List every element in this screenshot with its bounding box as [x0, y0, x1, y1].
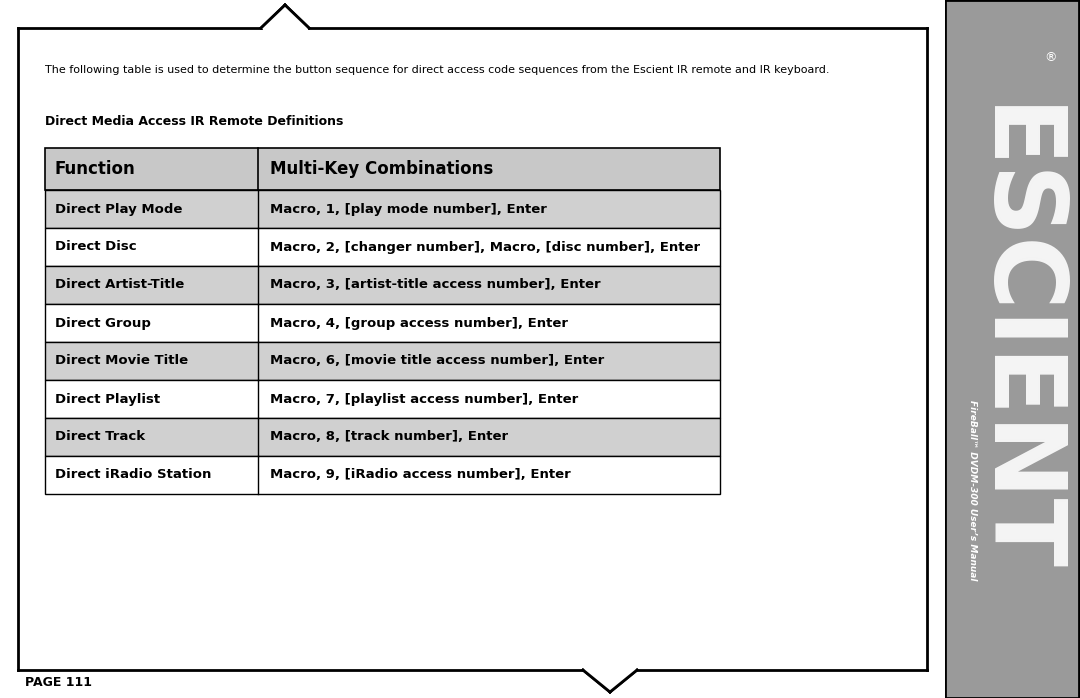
Bar [45, 418, 720, 456]
Text: PAGE 111: PAGE 111 [25, 676, 92, 690]
Polygon shape [261, 5, 309, 28]
Text: The following table is used to determine the button sequence for direct access c: The following table is used to determine… [45, 65, 829, 75]
Text: Macro, 3, [artist-title access number], Enter: Macro, 3, [artist-title access number], … [270, 279, 600, 292]
Text: Macro, 8, [track number], Enter: Macro, 8, [track number], Enter [270, 431, 508, 443]
Text: Macro, 4, [group access number], Enter: Macro, 4, [group access number], Enter [270, 316, 568, 329]
Text: Direct Media Access IR Remote Definitions: Direct Media Access IR Remote Definition… [45, 115, 343, 128]
Bar [45, 456, 720, 494]
Bar [45, 190, 720, 228]
Text: Direct Disc: Direct Disc [55, 241, 137, 253]
Text: Direct Group: Direct Group [55, 316, 151, 329]
Text: Macro, 2, [changer number], Macro, [disc number], Enter: Macro, 2, [changer number], Macro, [disc… [270, 241, 700, 253]
Bar [45, 148, 720, 190]
Text: Macro, 1, [play mode number], Enter: Macro, 1, [play mode number], Enter [270, 202, 546, 216]
Text: Direct Movie Title: Direct Movie Title [55, 355, 188, 368]
Text: Direct Track: Direct Track [55, 431, 145, 443]
Bar [45, 304, 720, 342]
Text: Multi-Key Combinations: Multi-Key Combinations [270, 160, 494, 178]
Text: Macro, 9, [iRadio access number], Enter: Macro, 9, [iRadio access number], Enter [270, 468, 570, 482]
Text: Function: Function [55, 160, 136, 178]
Text: Direct Play Mode: Direct Play Mode [55, 202, 183, 216]
Bar [45, 266, 720, 304]
Bar [45, 342, 720, 380]
Text: ESCIENT: ESCIENT [963, 105, 1061, 575]
Text: Direct Playlist: Direct Playlist [55, 392, 160, 406]
Text: Macro, 6, [movie title access number], Enter: Macro, 6, [movie title access number], E… [270, 355, 604, 368]
Text: Direct Artist-Title: Direct Artist-Title [55, 279, 185, 292]
Bar [45, 228, 720, 266]
Text: FireBall™ DVDM-300 User’s Manual: FireBall™ DVDM-300 User’s Manual [969, 400, 977, 580]
Bar [45, 380, 720, 418]
Text: Macro, 7, [playlist access number], Enter: Macro, 7, [playlist access number], Ente… [270, 392, 578, 406]
Text: ®: ® [1043, 52, 1056, 64]
Text: Direct iRadio Station: Direct iRadio Station [55, 468, 212, 482]
Polygon shape [583, 670, 637, 692]
